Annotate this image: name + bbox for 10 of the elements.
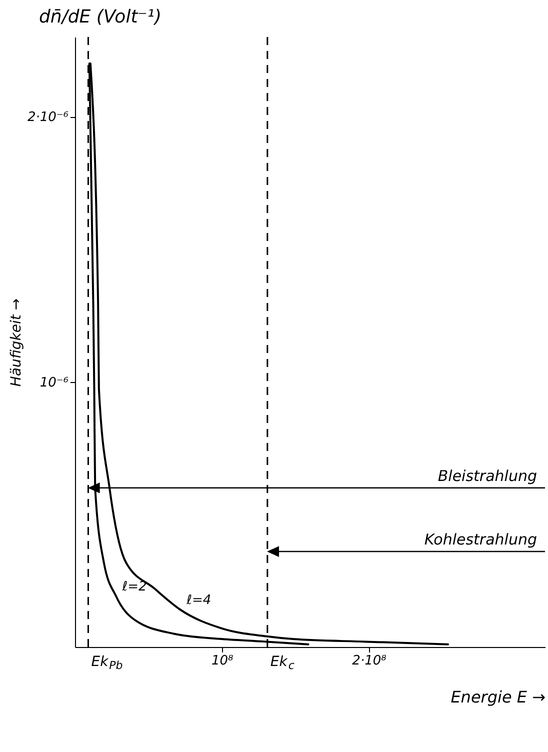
x-axis-title: Energie E → [450,688,546,706]
series-label: ℓ=4 [186,592,212,608]
chart-title: dn̄/dE (Volt⁻¹) [38,6,162,28]
y-tick-label: 2·10⁻⁶ [27,110,68,126]
annotation: Kohlestrahlung [424,530,537,549]
y-tick-label: 10⁻⁶ [40,375,68,390]
annotation: Bleistrahlung [438,466,537,485]
x-tick-label: 2·10⁸ [352,654,386,668]
y-axis-title: Häufigkeit → [8,298,24,387]
x-tick-label: 10⁸ [211,654,234,668]
